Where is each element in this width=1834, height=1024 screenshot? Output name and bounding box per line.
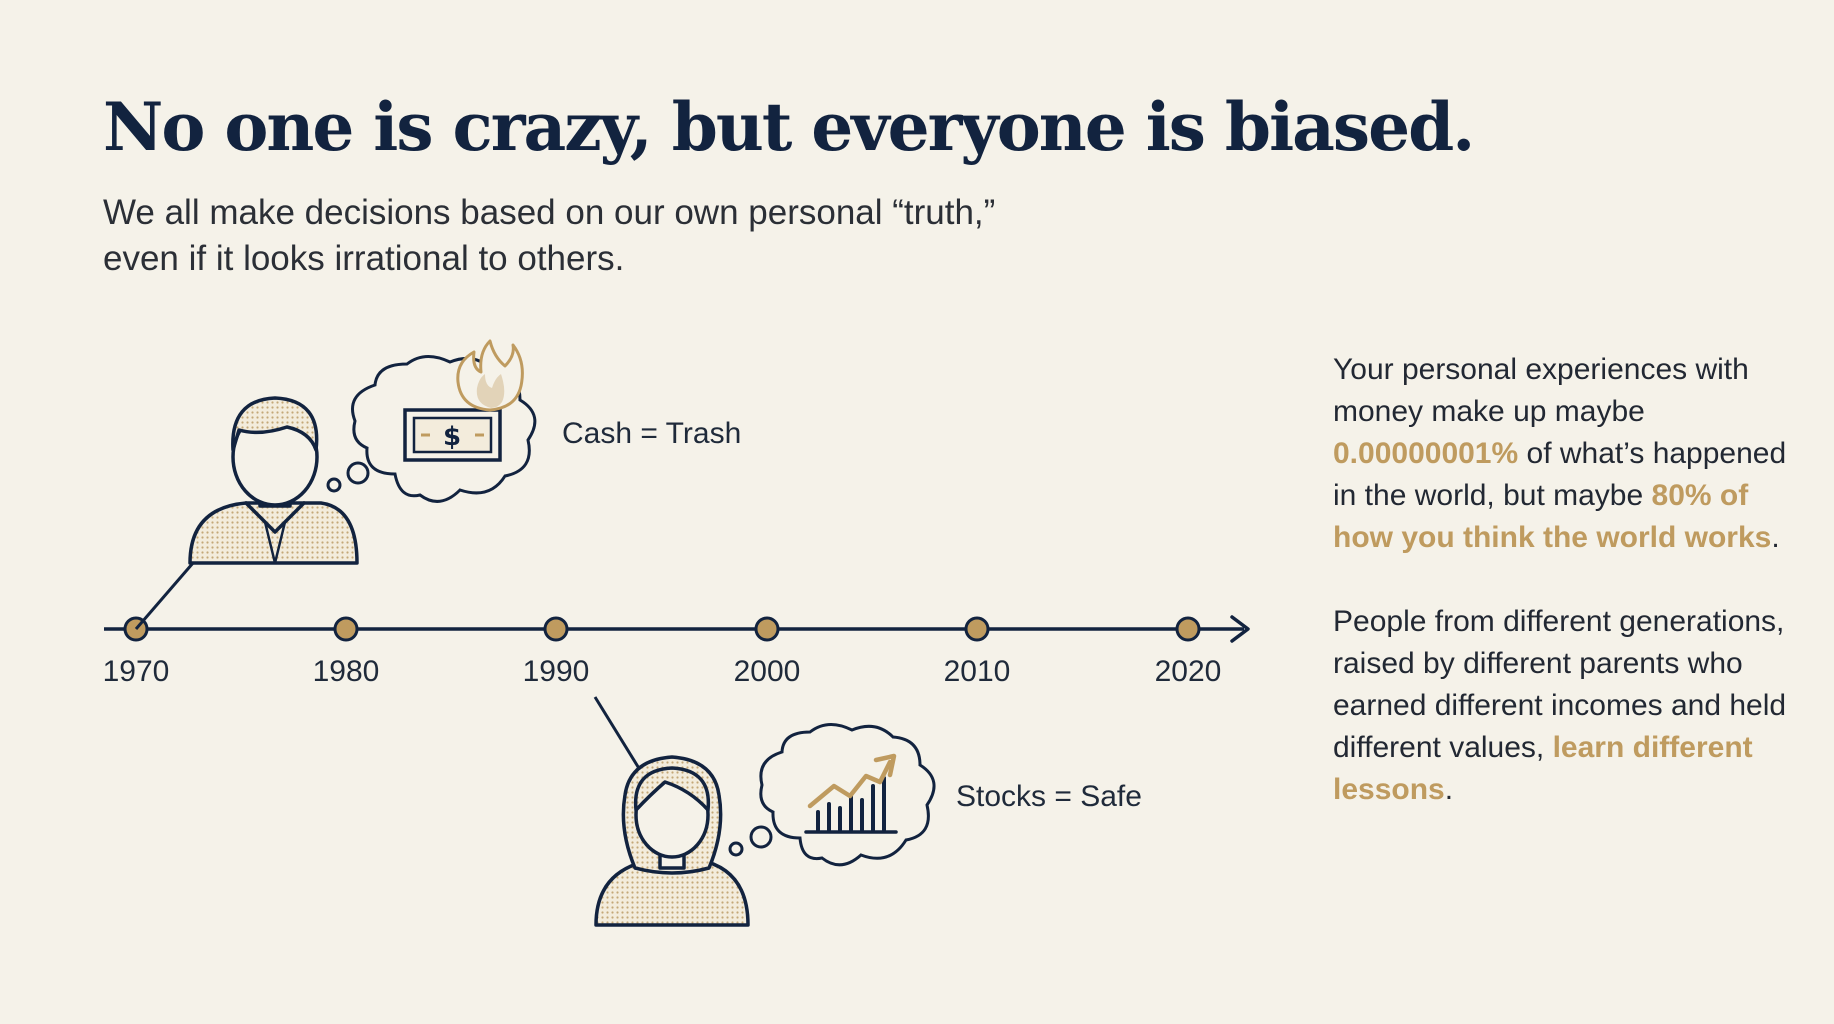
year-marker-2010: 2010 — [944, 616, 1011, 688]
year-label-1980: 1980 — [313, 655, 380, 688]
rising-chart-icon — [804, 753, 898, 834]
year-marker-2000: 2000 — [734, 616, 801, 688]
belief-label-stocks: Stocks = Safe — [956, 780, 1142, 813]
side-p2-highlight-lessons: learn different lessons — [1333, 731, 1753, 806]
woman-icon — [594, 755, 750, 927]
side-p1-text-1: Your personal experiences with money mak… — [1333, 353, 1749, 428]
year-label-1990: 1990 — [523, 655, 590, 688]
side-paragraph-2: People from different generations, raise… — [1333, 601, 1803, 811]
thought-bubble-stocks — [728, 723, 936, 867]
flame-icon — [456, 339, 524, 412]
side-p2-text-2: . — [1444, 773, 1454, 806]
connector-1970 — [134, 562, 195, 630]
year-label-2020: 2020 — [1155, 655, 1222, 688]
side-explanation: Your personal experiences with money mak… — [1333, 349, 1803, 811]
belief-label-cash: Cash = Trash — [562, 417, 741, 450]
side-p1-highlight-80: 80% of how you think the world works — [1333, 479, 1772, 554]
subtitle-line-1: We all make decisions based on our own p… — [103, 193, 996, 232]
side-p2-text-1: People from different generations, raise… — [1333, 605, 1787, 764]
subtitle-line-2: even if it looks irrational to others. — [103, 239, 625, 278]
cash-bill-icon: $ — [403, 408, 502, 462]
year-label-1970: 1970 — [103, 655, 170, 688]
year-marker-1990: 1990 — [523, 616, 590, 688]
timeline-axis — [104, 615, 1250, 643]
year-label-2000: 2000 — [734, 655, 801, 688]
year-marker-2020: 2020 — [1155, 616, 1222, 688]
page-title: No one is crazy, but everyone is biased. — [103, 88, 1475, 166]
year-marker-1980: 1980 — [313, 616, 380, 688]
subtitle: We all make decisions based on our own p… — [103, 190, 1103, 282]
side-p1-highlight-percent: 0.00000001% — [1333, 437, 1519, 470]
side-p1-text-2: of what’s happened in the world, but may… — [1333, 437, 1787, 512]
year-label-2010: 2010 — [944, 655, 1011, 688]
man-icon — [188, 396, 359, 565]
side-paragraph-1: Your personal experiences with money mak… — [1333, 349, 1803, 559]
connector-1990 — [593, 696, 642, 771]
side-p1-text-3: . — [1771, 521, 1780, 554]
svg-text:$: $ — [443, 422, 461, 452]
